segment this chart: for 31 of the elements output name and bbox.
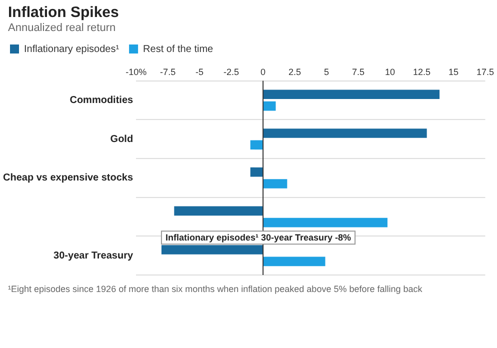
y-tick-label: 30-year Treasury — [54, 250, 134, 262]
bar — [263, 179, 288, 188]
bar — [263, 256, 326, 266]
x-tick-label: -7.5 — [160, 66, 176, 77]
bar — [174, 206, 264, 216]
bar — [263, 218, 388, 228]
legend-label: Rest of the time — [143, 44, 214, 55]
x-tick-label: 0 — [260, 66, 266, 77]
chart-subtitle: Annualized real return — [8, 22, 117, 34]
x-tick-label: 15 — [448, 66, 459, 77]
y-tick-label: Commodities — [70, 94, 134, 106]
x-tick-label: 10 — [385, 66, 396, 77]
text: ¹Eight episodes since 1926 of more than six months when inflation peaked above 5% before falling back — [8, 284, 424, 294]
bar — [250, 167, 264, 177]
bar — [263, 128, 427, 138]
y-tick-label: Gold — [110, 134, 134, 145]
annotation: Inflationary episodes¹ 30-year Treasury -8% — [165, 232, 352, 243]
x-tick-label: -10% — [126, 66, 147, 77]
x-tick-label: 17.5 — [476, 66, 494, 77]
y-tick-label: Cheap vs expensive stocks — [2, 172, 134, 184]
x-tick-label: -2.5 — [224, 66, 240, 77]
bar — [263, 101, 276, 111]
legend-label: Inflationary episodes¹ — [24, 44, 120, 55]
bar — [250, 140, 264, 150]
x-tick-label: 2.5 — [288, 66, 302, 77]
x-tick-label: 12.5 — [412, 66, 431, 77]
x-tick-label: 7.5 — [352, 66, 365, 77]
x-tick-label: -5 — [196, 66, 204, 77]
bar — [263, 90, 440, 100]
x-tick-label: 5 — [324, 66, 330, 77]
chart-title: Inflation Spikes — [8, 4, 120, 21]
